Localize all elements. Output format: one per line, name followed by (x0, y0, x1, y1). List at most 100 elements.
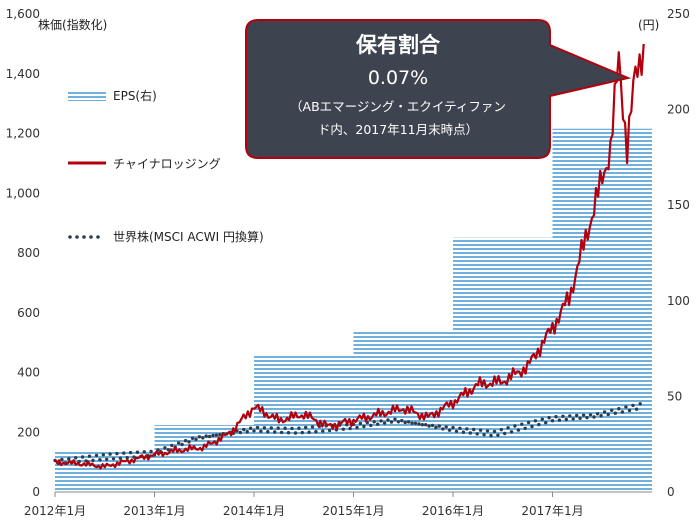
world-stock-point (427, 424, 431, 428)
world-stock-point (561, 414, 565, 418)
world-stock-point (520, 422, 524, 426)
world-stock-point (509, 430, 514, 434)
world-stock-point (80, 455, 85, 459)
world-stock-point (620, 410, 625, 414)
world-stock-point (393, 417, 397, 421)
world-stock-point (87, 454, 92, 458)
world-stock-point (588, 413, 593, 417)
world-stock-point (242, 427, 246, 432)
world-stock-point (492, 429, 497, 434)
world-stock-point (187, 440, 191, 444)
world-stock-point (382, 421, 387, 425)
world-stock-point (581, 413, 586, 417)
world-stock-point (94, 453, 99, 458)
world-stock-point (437, 424, 441, 428)
x-tick-label: 2013年1月 (123, 504, 185, 518)
world-stock-point (149, 449, 153, 454)
world-stock-point (468, 431, 472, 435)
world-stock-point (465, 427, 469, 431)
world-stock-point (544, 421, 548, 425)
world-stock-point (310, 425, 315, 429)
world-stock-point (454, 429, 459, 433)
right-tick-label: 200 (667, 103, 690, 117)
world-stock-point (513, 424, 517, 428)
world-stock-point (406, 420, 411, 424)
world-stock-point (376, 422, 380, 426)
world-stock-point (606, 412, 610, 417)
left-tick-label: 1,000 (6, 186, 40, 200)
world-stock-point (293, 431, 298, 435)
x-tick-label: 2015年1月 (322, 504, 384, 518)
world-stock-point (526, 420, 531, 425)
world-stock-point (183, 439, 188, 443)
world-stock-point (379, 419, 383, 423)
world-stock-point (617, 407, 621, 411)
world-stock-point (98, 458, 102, 462)
world-stock-point (592, 415, 596, 419)
world-stock-point (410, 421, 414, 425)
world-stock-point (105, 457, 109, 461)
world-stock-point (142, 450, 146, 454)
eps-bar (254, 354, 354, 492)
world-stock-point (585, 415, 589, 420)
eps-bar (453, 237, 553, 492)
callout-note-line1: （ABエマージング・エクイティファン (290, 99, 506, 114)
world-stock-point (262, 426, 267, 430)
world-stock-point (259, 429, 263, 433)
world-stock-point (238, 430, 242, 435)
world-stock-point (255, 425, 260, 430)
world-stock-point (610, 408, 614, 412)
world-stock-point (503, 431, 507, 436)
world-stock-point (424, 423, 428, 427)
world-stock-point (60, 457, 64, 462)
legend-label-world-stock: 世界株(MSCI ACWI 円換算) (113, 229, 264, 244)
world-stock-point (533, 419, 538, 423)
world-stock-point (523, 426, 527, 430)
eps-bars (55, 128, 652, 492)
world-stock-point (214, 433, 219, 437)
world-stock-point (207, 434, 212, 439)
world-stock-point (362, 424, 366, 429)
world-stock-point (624, 405, 628, 409)
legend: EPS(右) チャイナロッジング 世界株(MSCI ACWI 円換算) (68, 88, 264, 244)
world-stock-point (537, 422, 541, 427)
right-tick-label: 150 (667, 198, 690, 212)
left-tick-label: 1,200 (6, 127, 40, 141)
callout-note-line2: ド内、2017年11月末時点） (318, 122, 478, 137)
world-stock-point (266, 430, 270, 434)
world-stock-point (444, 425, 448, 429)
world-stock-point (115, 451, 119, 456)
world-stock-point (348, 426, 352, 431)
world-stock-point (602, 410, 607, 414)
china-lodging-series (54, 43, 645, 470)
left-tick-label: 800 (17, 246, 40, 260)
world-stock-point (472, 427, 476, 432)
world-stock-point (547, 416, 551, 420)
world-stock-point (273, 430, 277, 434)
world-stock-point (91, 458, 95, 462)
left-tick-label: 400 (17, 366, 40, 380)
world-stock-point (170, 443, 174, 448)
world-stock-point (314, 430, 318, 434)
world-stock-point (276, 426, 280, 430)
x-tick-label: 2017年1月 (521, 504, 583, 518)
world-stock-point (67, 457, 71, 461)
world-stock-point (540, 417, 544, 421)
world-stock-point (631, 403, 635, 408)
world-stock-point (575, 413, 579, 418)
legend-item-china-lodging: チャイナロッジング (68, 157, 221, 171)
world-stock-point (108, 452, 112, 456)
world-stock-point (194, 437, 198, 441)
legend-item-world-stock: 世界株(MSCI ACWI 円換算) (68, 229, 264, 244)
left-tick-label: 1,400 (6, 67, 40, 81)
world-stock-point (163, 446, 167, 450)
world-stock-point (506, 426, 510, 430)
world-stock-point (550, 419, 555, 423)
world-stock-point (458, 426, 462, 430)
legend-label-china-lodging: チャイナロッジング (113, 157, 221, 171)
legend-swatch-world-stock (68, 235, 100, 239)
world-stock-point (248, 426, 253, 430)
world-stock-point (499, 427, 503, 432)
left-tick-label: 200 (17, 425, 40, 439)
world-stock-point (118, 456, 123, 460)
